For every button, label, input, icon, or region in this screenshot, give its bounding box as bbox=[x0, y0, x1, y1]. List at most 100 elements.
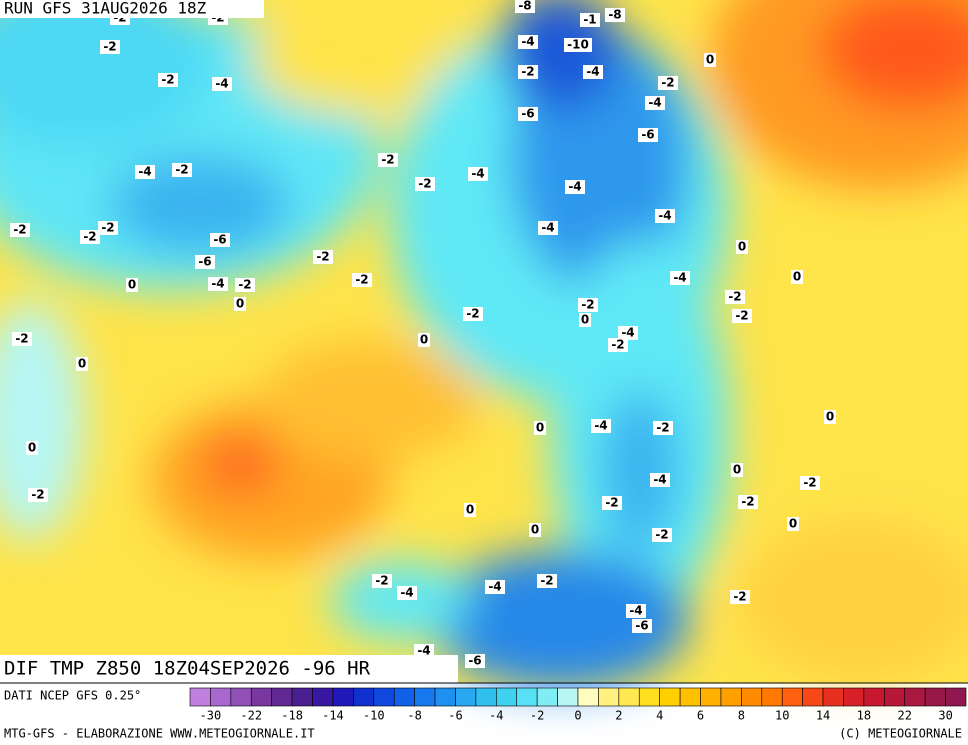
label-bg bbox=[397, 586, 417, 600]
colorbar-swatch bbox=[679, 687, 701, 707]
contour-label: 0 bbox=[738, 240, 746, 254]
colorbar-swatch bbox=[945, 687, 967, 707]
colorbar-swatch bbox=[210, 687, 232, 707]
colorbar-swatch bbox=[271, 687, 293, 707]
contour-label: -8 bbox=[518, 0, 531, 13]
label-bg bbox=[212, 77, 232, 91]
label-bg bbox=[195, 255, 215, 269]
contour-label: -2 bbox=[741, 495, 754, 509]
colorbar-swatch bbox=[475, 687, 497, 707]
colorbar-tick-label: -10 bbox=[363, 709, 385, 723]
colorbar-swatch bbox=[618, 687, 640, 707]
label-bg bbox=[579, 313, 591, 327]
contour-label: 0 bbox=[733, 463, 741, 477]
colorbar-tick-label: -6 bbox=[448, 709, 462, 723]
label-bg bbox=[650, 473, 670, 487]
contour-label: -4 bbox=[586, 65, 599, 79]
label-bg bbox=[738, 495, 758, 509]
label-bg bbox=[465, 654, 485, 668]
label-bg bbox=[652, 528, 672, 542]
label-bg bbox=[704, 53, 716, 67]
label-bg bbox=[731, 463, 743, 477]
contour-label: -2 bbox=[418, 177, 431, 191]
contour-label: -2 bbox=[101, 221, 114, 235]
contour-label: -6 bbox=[468, 654, 481, 668]
contour-label: 0 bbox=[531, 523, 539, 537]
colorbar-tick-label: -30 bbox=[200, 709, 222, 723]
colorbar-swatch bbox=[414, 687, 436, 707]
contour-label: -4 bbox=[488, 580, 501, 594]
colorbar-swatch bbox=[843, 687, 865, 707]
colorbar-tick-label: -8 bbox=[407, 709, 421, 723]
label-bg bbox=[313, 250, 333, 264]
colorbar-tick-label: 22 bbox=[898, 709, 912, 723]
colorbar-swatch bbox=[638, 687, 660, 707]
label-bg bbox=[537, 574, 557, 588]
contour-label: -2 bbox=[466, 307, 479, 321]
label-bg bbox=[414, 644, 434, 658]
colorbar-swatch bbox=[884, 687, 906, 707]
label-bg bbox=[208, 277, 228, 291]
label-bg bbox=[172, 163, 192, 177]
colorbar-swatch bbox=[189, 687, 211, 707]
label-bg bbox=[732, 309, 752, 323]
contour-label: -2 bbox=[656, 421, 669, 435]
label-bg bbox=[529, 523, 541, 537]
label-bg bbox=[736, 240, 748, 254]
colorbar-swatch bbox=[291, 687, 313, 707]
label-bg bbox=[518, 107, 538, 121]
contour-label: -2 bbox=[735, 309, 748, 323]
contour-label: -2 bbox=[15, 332, 28, 346]
contour-label: -2 bbox=[103, 40, 116, 54]
colorbar-swatch bbox=[802, 687, 824, 707]
colorbar-swatch bbox=[516, 687, 538, 707]
colorbar-tick-label: 2 bbox=[615, 709, 622, 723]
contour-label: -4 bbox=[594, 419, 607, 433]
contour-label: 0 bbox=[78, 357, 86, 371]
colorbar-swatch bbox=[393, 687, 415, 707]
contour-label: -2 bbox=[175, 163, 188, 177]
colorbar-swatch bbox=[700, 687, 722, 707]
label-bg bbox=[538, 221, 558, 235]
colorbar-tick-label: 10 bbox=[775, 709, 789, 723]
contour-label: 0 bbox=[706, 53, 714, 67]
contour-label: 0 bbox=[236, 297, 244, 311]
label-bg bbox=[580, 13, 600, 27]
colorbar-tick-label: 6 bbox=[697, 709, 704, 723]
contour-label: -4 bbox=[521, 35, 534, 49]
colorbar-swatch bbox=[659, 687, 681, 707]
colorbar-swatch bbox=[353, 687, 375, 707]
contour-label: -2 bbox=[355, 273, 368, 287]
label-bg bbox=[234, 297, 246, 311]
colorbar-swatch bbox=[250, 687, 272, 707]
contour-label: 0 bbox=[581, 313, 589, 327]
contour-label: 0 bbox=[536, 421, 544, 435]
contour-label: -2 bbox=[803, 476, 816, 490]
contour-label: -4 bbox=[417, 644, 430, 658]
label-bg bbox=[791, 270, 803, 284]
title-box bbox=[0, 655, 458, 683]
label-bg bbox=[464, 503, 476, 517]
colorbar-tick-label: -2 bbox=[530, 709, 544, 723]
colorbar-swatch bbox=[536, 687, 558, 707]
colorbar-swatch bbox=[230, 687, 252, 707]
contour-label: -4 bbox=[629, 604, 642, 618]
contour-label: -2 bbox=[540, 574, 553, 588]
colorbar-swatch bbox=[312, 687, 334, 707]
contour-label: 0 bbox=[789, 517, 797, 531]
label-bg bbox=[98, 221, 118, 235]
map-field bbox=[0, 0, 968, 690]
label-bg bbox=[565, 180, 585, 194]
colorbar-swatch bbox=[496, 687, 518, 707]
contour-label: -2 bbox=[655, 528, 668, 542]
contour-label: -4 bbox=[658, 209, 671, 223]
label-bg bbox=[608, 338, 628, 352]
map-title: DIF TMP Z850 18Z04SEP2026 -96 HR bbox=[4, 658, 371, 680]
contour-label: 0 bbox=[466, 503, 474, 517]
colorbar-tick-label: 8 bbox=[738, 709, 745, 723]
contour-label: -6 bbox=[198, 255, 211, 269]
colorbar-swatch bbox=[924, 687, 946, 707]
contour-label: -4 bbox=[541, 221, 554, 235]
label-bg bbox=[28, 488, 48, 502]
colorbar-tick-label: 4 bbox=[656, 709, 663, 723]
